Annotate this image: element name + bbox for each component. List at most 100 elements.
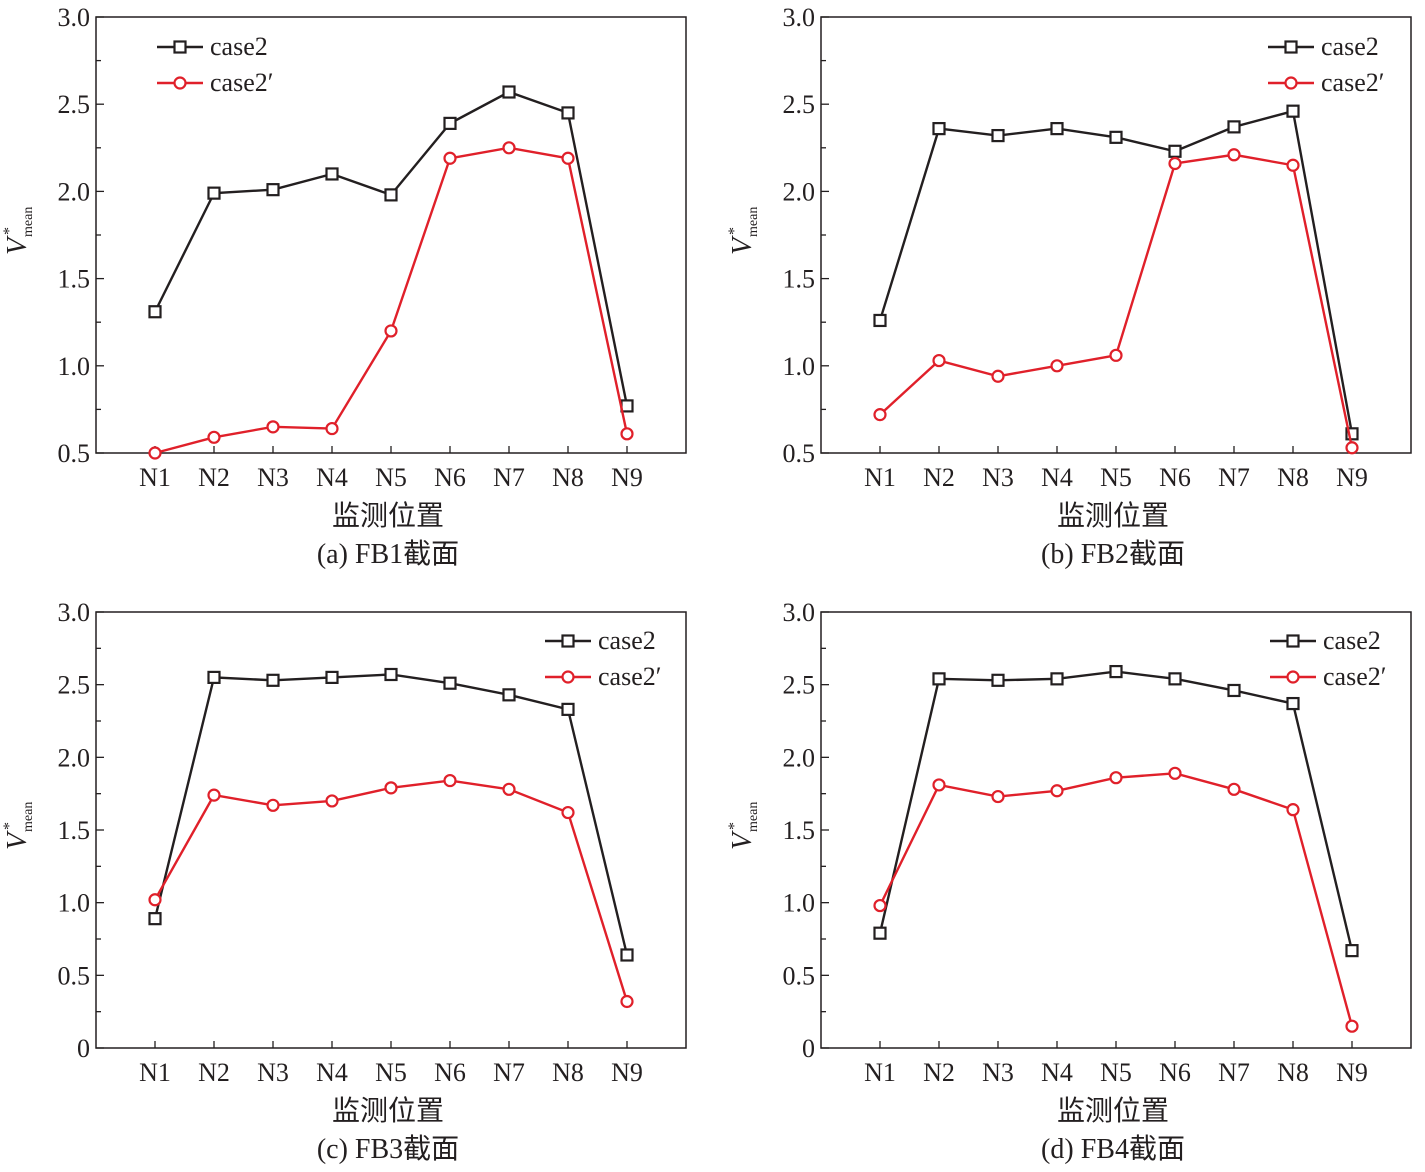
x-tick-label: N1 <box>864 1058 896 1087</box>
legend-entry: case2′ <box>1268 68 1384 97</box>
data-point <box>148 912 162 926</box>
x-tick-label: N2 <box>923 463 955 492</box>
legend-label: case2′ <box>598 662 661 691</box>
data-point <box>1050 784 1064 798</box>
x-tick-label: N3 <box>257 1058 289 1087</box>
legend-marker <box>561 634 575 648</box>
y-axis-label: V* mean <box>1 207 36 255</box>
data-point <box>148 446 162 460</box>
legend-label: case2 <box>598 626 656 655</box>
series-line <box>878 670 1354 951</box>
data-point <box>266 798 280 812</box>
y-label-sub: mean <box>21 207 36 237</box>
data-point <box>207 430 221 444</box>
x-tick-label: N5 <box>1100 463 1132 492</box>
y-axis-label: V* mean <box>726 207 761 255</box>
data-point <box>502 688 516 702</box>
panel-caption: (b) FB2截面 <box>1041 538 1185 570</box>
legend-marker <box>173 76 187 90</box>
data-point <box>384 667 398 682</box>
x-tick-label: N4 <box>316 1058 348 1087</box>
data-point <box>1109 664 1123 679</box>
data-point <box>266 420 280 434</box>
y-label-base: V <box>2 235 33 255</box>
y-label-base: V <box>727 235 758 255</box>
y-tick-label: 2.0 <box>783 743 816 772</box>
y-tick-label: 0 <box>77 1034 90 1063</box>
y-tick-label: 1.0 <box>58 352 91 381</box>
y-tick-label: 0.5 <box>58 961 91 990</box>
data-point <box>932 353 946 368</box>
y-tick-label: 1.5 <box>783 265 816 294</box>
data-point <box>148 893 162 907</box>
data-point <box>1168 672 1182 686</box>
data-point <box>502 85 516 99</box>
y-tick-label: 2.5 <box>58 671 91 700</box>
x-tick-label: N8 <box>1277 463 1309 492</box>
series-2 <box>873 766 1359 1033</box>
y-label-sup: * <box>1 227 18 235</box>
x-tick-label: N8 <box>552 463 584 492</box>
legend-marker <box>1284 76 1298 90</box>
data-point <box>1227 120 1241 134</box>
legend-entry: case2 <box>157 32 268 61</box>
y-axis-label: V* mean <box>1 802 36 850</box>
data-point <box>1168 156 1182 171</box>
y-tick-label: 2.5 <box>783 90 816 119</box>
data-point <box>873 408 887 422</box>
series-line <box>153 673 629 956</box>
x-tick-label: N2 <box>198 1058 230 1087</box>
data-point <box>1168 766 1182 780</box>
data-point <box>384 781 398 795</box>
x-tick-label: N4 <box>1041 463 1073 492</box>
x-tick-label: N2 <box>923 1058 955 1087</box>
series-2 <box>148 773 634 1009</box>
data-point <box>502 141 516 155</box>
y-label-sup: * <box>726 822 743 830</box>
legend-entry: case2 <box>1270 626 1381 655</box>
legend-label: case2′ <box>210 68 273 97</box>
series-line <box>153 779 629 1002</box>
legend-entry: case2′ <box>545 662 661 691</box>
data-point <box>561 702 575 716</box>
data-point <box>207 788 221 802</box>
x-tick-label: N7 <box>1218 463 1250 492</box>
x-tick-label: N7 <box>493 1058 525 1087</box>
data-point <box>502 782 516 796</box>
x-tick-label: N9 <box>611 463 643 492</box>
x-tick-label: N3 <box>982 1058 1014 1087</box>
data-point <box>1345 441 1359 455</box>
data-point <box>1345 944 1359 958</box>
y-tick-label: 1.5 <box>58 816 91 845</box>
series-line <box>878 772 1354 1027</box>
legend-marker <box>173 40 187 54</box>
legend-label: case2 <box>1323 626 1381 655</box>
data-point <box>325 794 339 808</box>
x-tick-label: N5 <box>375 463 407 492</box>
x-tick-label: N1 <box>864 463 896 492</box>
y-tick-label: 3.0 <box>783 3 816 32</box>
y-tick-label: 2.5 <box>58 90 91 119</box>
data-point <box>1345 427 1359 441</box>
series-1 <box>148 667 634 962</box>
data-point <box>1227 782 1241 796</box>
y-tick-label: 1.0 <box>783 889 816 918</box>
x-tick-label: N3 <box>257 463 289 492</box>
legend-label: case2 <box>1321 32 1379 61</box>
data-point <box>443 676 457 690</box>
x-axis-label: 监测位置 <box>332 500 444 532</box>
data-point <box>384 188 398 202</box>
data-point <box>1227 683 1241 698</box>
data-point <box>561 805 575 820</box>
x-tick-label: N4 <box>316 463 348 492</box>
x-tick-label: N7 <box>1218 1058 1250 1087</box>
x-tick-label: N2 <box>198 463 230 492</box>
y-label-base: V <box>2 830 33 850</box>
data-point <box>873 898 887 913</box>
panel-2: 0.5 1.0 1.5 2.0 2.5 3.0 N1 N2 N3 N4 N5 N6 N7 N8 N9 监测位置… <box>726 3 1412 570</box>
data-point <box>1286 158 1300 172</box>
x-tick-label: N7 <box>493 463 525 492</box>
x-tick-label: N9 <box>1336 1058 1368 1087</box>
data-point <box>325 167 339 181</box>
series-line <box>878 109 1354 435</box>
